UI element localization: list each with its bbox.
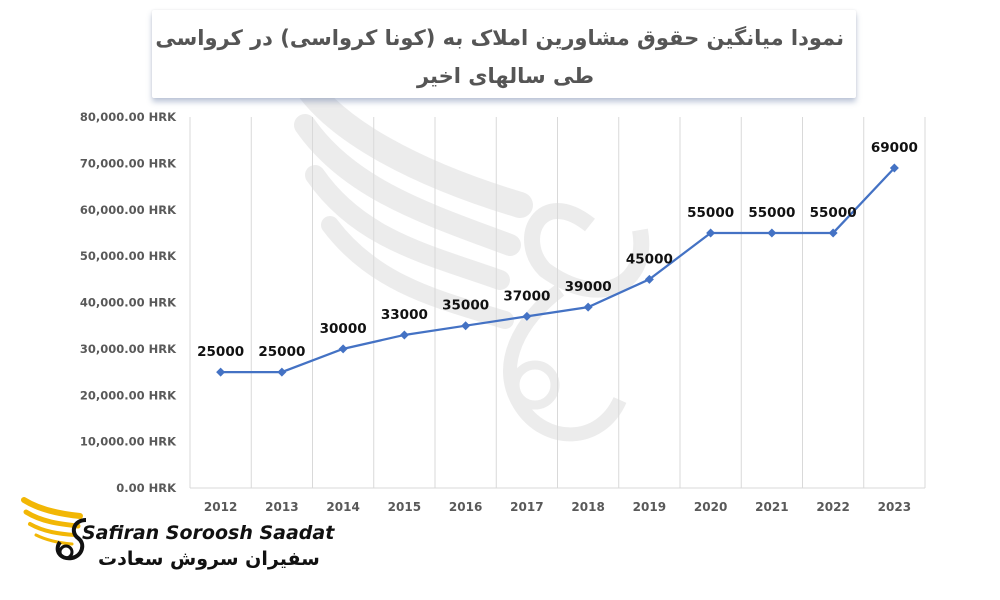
y-tick-label: 0.00 HRK xyxy=(116,481,177,495)
data-label: 55000 xyxy=(748,205,795,221)
x-tick-label: 2016 xyxy=(449,500,482,514)
data-point-marker xyxy=(767,228,777,238)
x-tick-label: 2018 xyxy=(571,500,604,514)
y-tick-label: 50,000.00 HRK xyxy=(80,249,177,263)
y-tick-label: 20,000.00 HRK xyxy=(80,388,177,402)
x-tick-label: 2017 xyxy=(510,500,543,514)
x-tick-label: 2020 xyxy=(694,500,727,514)
y-tick-label: 80,000.00 HRK xyxy=(80,110,177,124)
data-label: 35000 xyxy=(442,298,489,314)
wing-logo-icon xyxy=(21,497,87,561)
data-point-marker xyxy=(706,228,716,238)
data-point-marker xyxy=(828,228,838,238)
data-label: 25000 xyxy=(258,344,305,360)
y-tick-label: 70,000.00 HRK xyxy=(80,156,177,170)
brand-name-persian: سفیران سروش سعادت xyxy=(98,548,320,570)
y-tick-label: 30,000.00 HRK xyxy=(80,342,177,356)
y-tick-label: 60,000.00 HRK xyxy=(80,203,177,217)
data-label: 25000 xyxy=(197,344,244,360)
data-label: 45000 xyxy=(626,251,673,267)
data-point-marker xyxy=(461,321,471,331)
data-label: 30000 xyxy=(320,321,367,337)
watermark-logo xyxy=(287,62,650,442)
x-tick-label: 2023 xyxy=(878,500,911,514)
data-label: 69000 xyxy=(871,140,918,156)
data-point-marker xyxy=(216,367,226,377)
x-tick-label: 2022 xyxy=(816,500,849,514)
brand-name-latin: Safiran Soroosh Saadat xyxy=(82,522,335,544)
x-tick-label: 2015 xyxy=(388,500,421,514)
data-label: 37000 xyxy=(503,288,550,304)
data-point-marker xyxy=(583,302,593,312)
data-label: 55000 xyxy=(687,205,734,221)
x-tick-label: 2021 xyxy=(755,500,788,514)
data-point-marker xyxy=(399,330,409,340)
x-tick-label: 2013 xyxy=(265,500,298,514)
x-tick-label: 2014 xyxy=(326,500,359,514)
data-label: 55000 xyxy=(810,205,857,221)
data-label: 33000 xyxy=(381,307,428,323)
y-tick-label: 40,000.00 HRK xyxy=(80,296,177,310)
data-point-marker xyxy=(889,163,899,173)
chart-title-box: نمودا میانگین حقوق مشاورین املاک به (کون… xyxy=(152,10,856,98)
data-label: 39000 xyxy=(565,279,612,295)
chart-title-line-1: نمودا میانگین حقوق مشاورین املاک به (کون… xyxy=(155,26,844,50)
x-tick-label: 2012 xyxy=(204,500,237,514)
x-tick-label: 2019 xyxy=(633,500,666,514)
brand-logo: Safiran Soroosh Saadat سفیران سروش سعادت xyxy=(20,492,334,582)
data-point-marker xyxy=(644,274,654,284)
data-point-marker xyxy=(277,367,287,377)
chart-title-line-2: طی سالهای اخیر xyxy=(416,64,594,88)
y-tick-label: 10,000.00 HRK xyxy=(80,435,177,449)
data-point-marker xyxy=(522,311,532,321)
series-line xyxy=(220,167,896,374)
data-point-marker xyxy=(338,344,348,354)
